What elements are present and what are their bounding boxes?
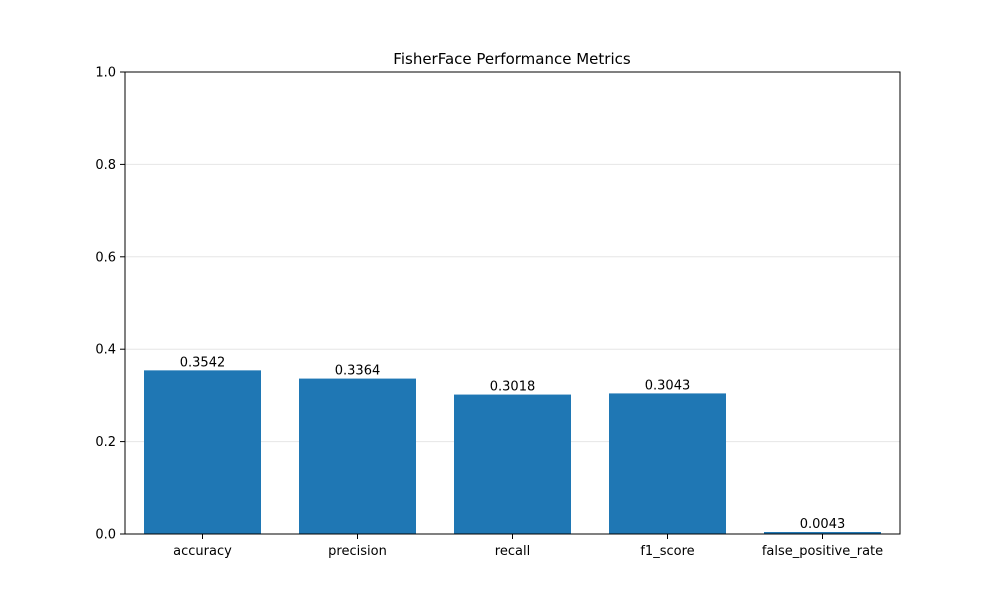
x-tick-label-accuracy: accuracy	[173, 544, 232, 559]
y-tick-label: 1.0	[95, 66, 116, 81]
data-label-recall: 0.3018	[490, 380, 536, 395]
bar-precision	[299, 378, 416, 534]
y-tick-label: 0.6	[95, 250, 116, 265]
chart-title: FisherFace Performance Metrics	[393, 50, 631, 68]
bar-recall	[454, 394, 571, 534]
axis-ticks: accuracy precision recall f1_score false_pos…	[95, 66, 883, 560]
bar-f1_score	[609, 393, 726, 534]
data-label-precision: 0.3364	[335, 364, 381, 379]
x-tick-label-f1_score: f1_score	[640, 544, 694, 559]
y-tick-label: 0.0	[95, 528, 116, 543]
y-tick-label: 0.4	[95, 343, 116, 358]
bar-false_positive_rate	[764, 532, 881, 534]
x-tick-label-false_positive_rate: false_positive_rate	[762, 544, 883, 559]
x-tick-label-recall: recall	[495, 544, 530, 559]
y-tick-label: 0.8	[95, 158, 116, 173]
bars	[144, 370, 881, 534]
data-label-false_positive_rate: 0.0043	[800, 517, 846, 532]
data-label-f1_score: 0.3043	[645, 378, 691, 393]
x-tick-label-precision: precision	[328, 544, 387, 559]
data-labels: 0.3542 0.3364 0.3018 0.3043 0.0043	[180, 355, 846, 532]
y-tick-label: 0.2	[95, 435, 116, 450]
data-label-accuracy: 0.3542	[180, 355, 226, 370]
bar-accuracy	[144, 370, 261, 534]
